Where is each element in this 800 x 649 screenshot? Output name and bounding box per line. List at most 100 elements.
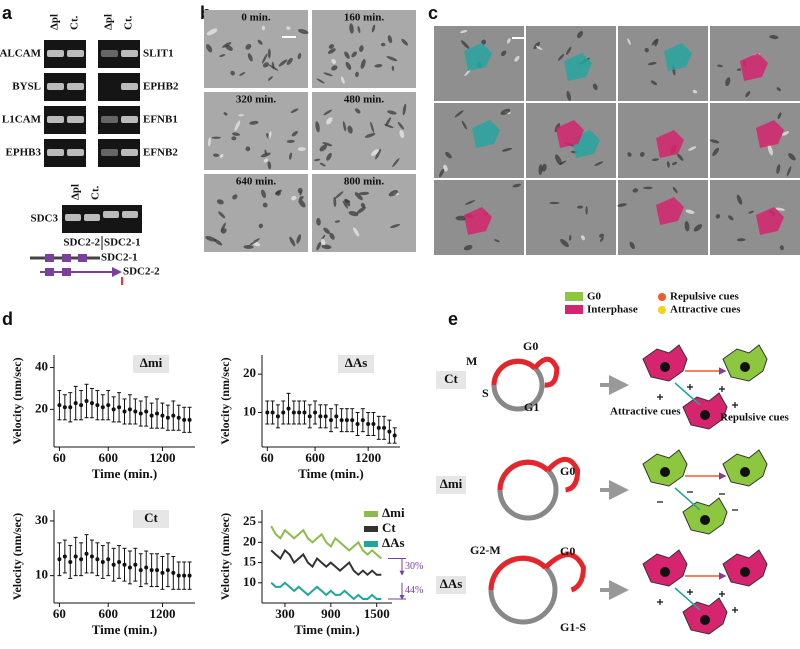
gel-band bbox=[122, 211, 138, 218]
cell bbox=[206, 28, 218, 36]
cell bbox=[555, 154, 562, 166]
x-tick-label: 1200 bbox=[355, 450, 381, 465]
cell bbox=[671, 161, 678, 166]
cell bbox=[322, 142, 333, 147]
data-point bbox=[138, 411, 143, 416]
cell bbox=[788, 153, 796, 161]
data-point bbox=[160, 570, 165, 575]
cell bbox=[776, 87, 781, 92]
data-point bbox=[100, 405, 105, 410]
data-point bbox=[138, 568, 143, 573]
data-point bbox=[355, 422, 360, 426]
cell bbox=[386, 56, 398, 62]
panel-label: e bbox=[448, 309, 458, 329]
legend-swatch bbox=[658, 306, 666, 314]
panel-label: d bbox=[2, 309, 13, 329]
cell bbox=[351, 51, 357, 58]
cell bbox=[223, 112, 228, 116]
lane-label: SDC2-1 bbox=[104, 237, 141, 249]
data-point bbox=[165, 415, 170, 420]
data-point bbox=[182, 417, 187, 422]
note: Repulsive cues bbox=[720, 412, 789, 424]
data-point bbox=[155, 411, 160, 416]
cell bbox=[328, 44, 335, 49]
data-point bbox=[106, 557, 111, 562]
data-point bbox=[111, 562, 116, 567]
cell bbox=[231, 136, 237, 141]
cell bbox=[666, 161, 670, 168]
cell bbox=[692, 89, 698, 94]
data-point bbox=[68, 405, 73, 410]
data-point bbox=[302, 410, 307, 415]
cell bbox=[374, 64, 383, 68]
highlighted-cell bbox=[656, 197, 684, 225]
y-tick-label: 30 bbox=[35, 512, 48, 527]
cell bbox=[316, 241, 322, 251]
chart-title: ΔAs bbox=[345, 355, 368, 370]
cell bbox=[352, 227, 360, 237]
interphase-arc bbox=[497, 459, 550, 491]
gel-band bbox=[121, 50, 138, 57]
cell bbox=[219, 154, 224, 158]
cell bbox=[627, 152, 632, 157]
gel-band bbox=[47, 50, 64, 57]
data-point bbox=[297, 410, 302, 415]
lane-label: Ct. bbox=[69, 15, 81, 30]
data-point bbox=[165, 568, 170, 573]
cell bbox=[320, 238, 326, 246]
cell bbox=[262, 25, 265, 31]
highlighted-cell bbox=[464, 207, 492, 235]
cell bbox=[401, 38, 409, 46]
cell bbox=[260, 152, 271, 158]
phase-label: G1 bbox=[524, 400, 539, 414]
gel-band bbox=[67, 50, 84, 57]
nucleus bbox=[700, 615, 710, 625]
y-tick-label: 40 bbox=[35, 359, 48, 374]
cell bbox=[331, 65, 338, 71]
data-point bbox=[117, 405, 122, 410]
y-axis-label: Velocity (nm/sec) bbox=[218, 513, 232, 600]
legend-label: Ct bbox=[382, 520, 396, 535]
cell bbox=[316, 78, 325, 84]
legend-swatch bbox=[658, 293, 666, 301]
cell bbox=[291, 195, 297, 201]
cell bbox=[344, 51, 350, 59]
cell bbox=[728, 215, 734, 221]
cell bbox=[533, 41, 541, 50]
data-point bbox=[62, 554, 67, 559]
cell bbox=[239, 72, 246, 76]
time-label: 480 min. bbox=[344, 94, 385, 106]
cue-link bbox=[674, 487, 701, 511]
cell bbox=[323, 109, 332, 116]
cell bbox=[375, 148, 382, 160]
highlighted-cell bbox=[472, 120, 500, 148]
data-point bbox=[84, 551, 89, 556]
cell bbox=[275, 190, 281, 196]
cell bbox=[566, 90, 572, 102]
cell bbox=[296, 234, 302, 244]
line-series bbox=[270, 548, 382, 577]
nucleus bbox=[660, 567, 670, 577]
data-point bbox=[350, 418, 355, 423]
cell bbox=[677, 153, 684, 161]
cell bbox=[390, 224, 401, 229]
cell bbox=[639, 151, 645, 157]
cell bbox=[257, 39, 263, 45]
data-point bbox=[89, 401, 94, 406]
charge-sign bbox=[732, 607, 738, 613]
cell bbox=[286, 26, 291, 30]
nucleus bbox=[660, 362, 670, 372]
cell bbox=[650, 80, 658, 86]
cell bbox=[769, 34, 779, 40]
data-point bbox=[160, 413, 165, 418]
y-tick-label: 20 bbox=[35, 400, 48, 415]
cell bbox=[777, 112, 782, 120]
cell bbox=[454, 110, 464, 118]
legend-label: ΔAs bbox=[382, 535, 405, 550]
micrograph bbox=[618, 26, 708, 101]
cell bbox=[736, 68, 742, 71]
cell bbox=[234, 120, 241, 132]
x-tick-label: 600 bbox=[98, 450, 118, 465]
y-tick-label: 20 bbox=[243, 533, 256, 548]
data-point bbox=[187, 417, 192, 422]
